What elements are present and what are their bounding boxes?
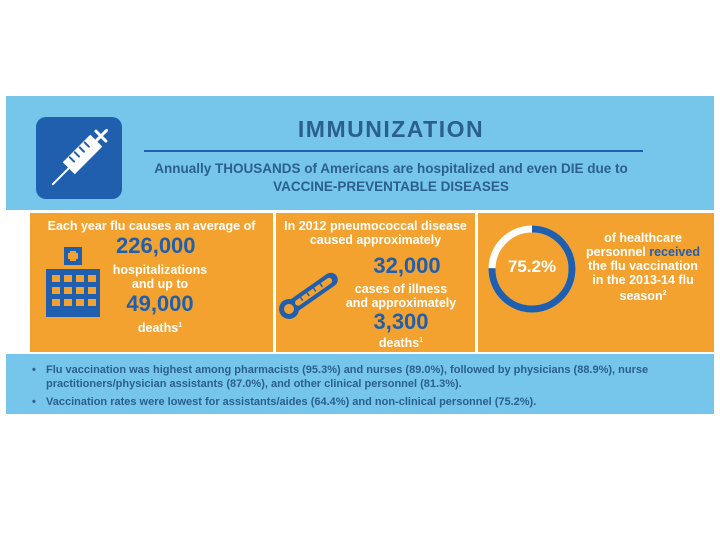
pneumococcal-deaths-value: 3,300 [373, 309, 429, 334]
flu-hospitalizations-label-line-2: and up to [131, 277, 189, 291]
bullet-dot: • [32, 396, 36, 408]
flu-deaths-label: deaths1 [108, 319, 212, 335]
footer-bullet-1-line-2: practitioners/physician assistants (87.0… [46, 378, 462, 390]
vaccination-text-line-2: personnel received [576, 245, 710, 259]
vaccination-text-line-3: the flu vaccination [588, 259, 698, 273]
immunization-infographic: IMMUNIZATION Annually THOUSANDS of Ameri… [6, 96, 714, 414]
vaccination-panel: 75.2% of healthcare personnel received t… [478, 213, 714, 352]
vaccination-percent: 75.2% [507, 257, 557, 276]
pneumococcal-deaths-label: deaths1 [326, 334, 476, 350]
pneumococcal-illness-label: cases of illness and approximately [326, 282, 476, 310]
pneumococcal-intro-line-1: In 2012 pneumococcal disease [284, 219, 467, 233]
flu-hospitalizations-label: hospitalizations and up to [108, 263, 212, 291]
pneumococcal-intro: In 2012 pneumococcal disease caused appr… [276, 219, 475, 247]
footer-notes: • Flu vaccination was highest among phar… [6, 354, 714, 414]
subtitle: Annually THOUSANDS of Americans are hosp… [136, 160, 646, 196]
flu-panel: Each year flu causes an average of 226,0… [30, 213, 273, 352]
syringe-icon-box [36, 117, 122, 199]
subtitle-line-2: VACCINE-PREVENTABLE DISEASES [273, 179, 509, 194]
footer-bullet-2-text: Vaccination rates were lowest for assist… [46, 396, 537, 408]
vaccination-text-season: season [619, 289, 663, 304]
bullet-dot: • [32, 364, 36, 376]
title-divider [144, 150, 643, 152]
header-banner: IMMUNIZATION Annually THOUSANDS of Ameri… [6, 96, 714, 210]
footer-bullet-2: • Vaccination rates were lowest for assi… [32, 395, 686, 409]
vaccination-text-received: received [649, 245, 700, 259]
vaccination-text: of healthcare personnel received the flu… [576, 231, 710, 303]
vaccination-text-line-1: of healthcare [604, 231, 682, 245]
flu-deaths-footnote: 1 [178, 322, 183, 329]
hospital-icon [46, 247, 100, 317]
footer-bullet-1: • Flu vaccination was highest among phar… [32, 363, 686, 391]
flu-hospitalizations-value: 226,000 [116, 233, 196, 258]
flu-deaths-value: 49,000 [126, 291, 194, 316]
subtitle-line-1: Annually THOUSANDS of Americans are hosp… [154, 161, 628, 176]
vaccination-text-line-5: season2 [576, 287, 710, 303]
pneumococcal-intro-line-2: caused approximately [309, 233, 442, 247]
flu-intro: Each year flu causes an average of [47, 219, 256, 233]
page-title: IMMUNIZATION [297, 116, 485, 142]
thermometer-icon [279, 272, 338, 319]
pneumococcal-deaths-text: deaths [378, 336, 420, 351]
vaccination-text-personnel: personnel [586, 245, 650, 259]
syringe-icon [51, 128, 109, 186]
vaccination-text-line-4: in the 2013-14 flu [592, 273, 694, 287]
pneumococcal-illness-label-line-2: and approximately [345, 296, 457, 310]
pneumococcal-illness-label-line-1: cases of illness [354, 282, 448, 296]
pneumococcal-illness-value: 32,000 [373, 253, 441, 278]
flu-deaths-text: deaths [137, 321, 179, 336]
pneumococcal-deaths-footnote: 1 [419, 337, 424, 344]
footer-bullet-1-line-1: Flu vaccination was highest among pharma… [46, 364, 649, 376]
flu-hospitalizations-label-line-1: hospitalizations [112, 263, 208, 277]
vaccination-progress-ring [488, 225, 576, 313]
progress-ring-fill [488, 225, 576, 313]
vaccination-footnote: 2 [662, 290, 667, 297]
pneumococcal-panel: In 2012 pneumococcal disease caused appr… [276, 213, 475, 352]
